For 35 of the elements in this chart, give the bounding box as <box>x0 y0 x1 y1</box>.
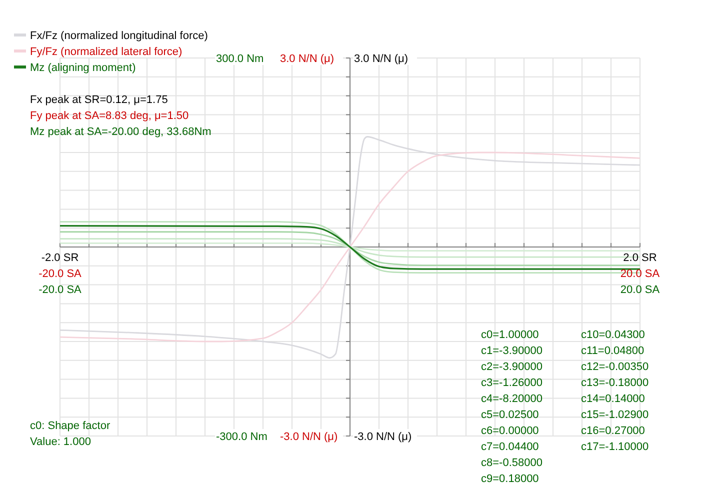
legend-label: Mz (aligning moment) <box>30 62 136 74</box>
annotation: c1=-3.90000 <box>481 345 542 357</box>
text: c8=-0.58000 <box>481 457 542 469</box>
text: c17=-1.10000 <box>581 441 649 453</box>
legend-label: Fx/Fz (normalized longitudinal force) <box>30 30 208 42</box>
y2-tick-label: 300.0 Nm <box>216 53 264 65</box>
annotation: c6=0.00000 <box>481 425 539 437</box>
annotation: c3=-1.26000 <box>481 377 542 389</box>
annotation: c4=-8.20000 <box>481 393 542 405</box>
annotation: c5=0.02500 <box>481 409 539 421</box>
y3-tick-label: -3.0 N/N (μ) <box>280 431 338 443</box>
annotation: Value: 1.000 <box>30 436 91 448</box>
y2-tick-label: -300.0 Nm <box>216 431 268 443</box>
y3-tick-label: 3.0 N/N (μ) <box>280 53 334 65</box>
annotation: c0=1.00000 <box>481 329 539 341</box>
text: c7=0.04400 <box>481 441 539 453</box>
legend-label: Fy/Fz (normalized lateral force) <box>30 46 182 58</box>
annotation: Fx peak at SR=0.12, μ=1.75 <box>30 94 168 106</box>
x2-tick-label: 2.0 SR <box>623 252 657 264</box>
annotation: -20.0 SA <box>38 284 82 296</box>
x2-tick-label: -2.0 SR <box>41 252 79 264</box>
annotation: c11=0.04800 <box>581 345 644 357</box>
annotation: c0: Shape factor <box>30 420 110 432</box>
annotation: c12=-0.00350 <box>581 361 649 373</box>
annotation: Mz peak at SA=-20.00 deg, 33.68Nm <box>30 126 212 138</box>
annotation: Fy peak at SA=8.83 deg, μ=1.50 <box>30 110 189 122</box>
annotation: c10=0.04300 <box>581 329 645 341</box>
annotation: c13=-0.18000 <box>581 377 649 389</box>
annotation: c15=-1.02900 <box>581 409 649 421</box>
annotation: c14=0.14000 <box>581 393 645 405</box>
text: c9=0.18000 <box>481 473 539 485</box>
annotation: c16=0.27000 <box>581 425 645 437</box>
annotation: c2=-3.90000 <box>481 361 542 373</box>
line-series <box>59 231 641 266</box>
annotation: 20.0 SA <box>620 284 660 296</box>
